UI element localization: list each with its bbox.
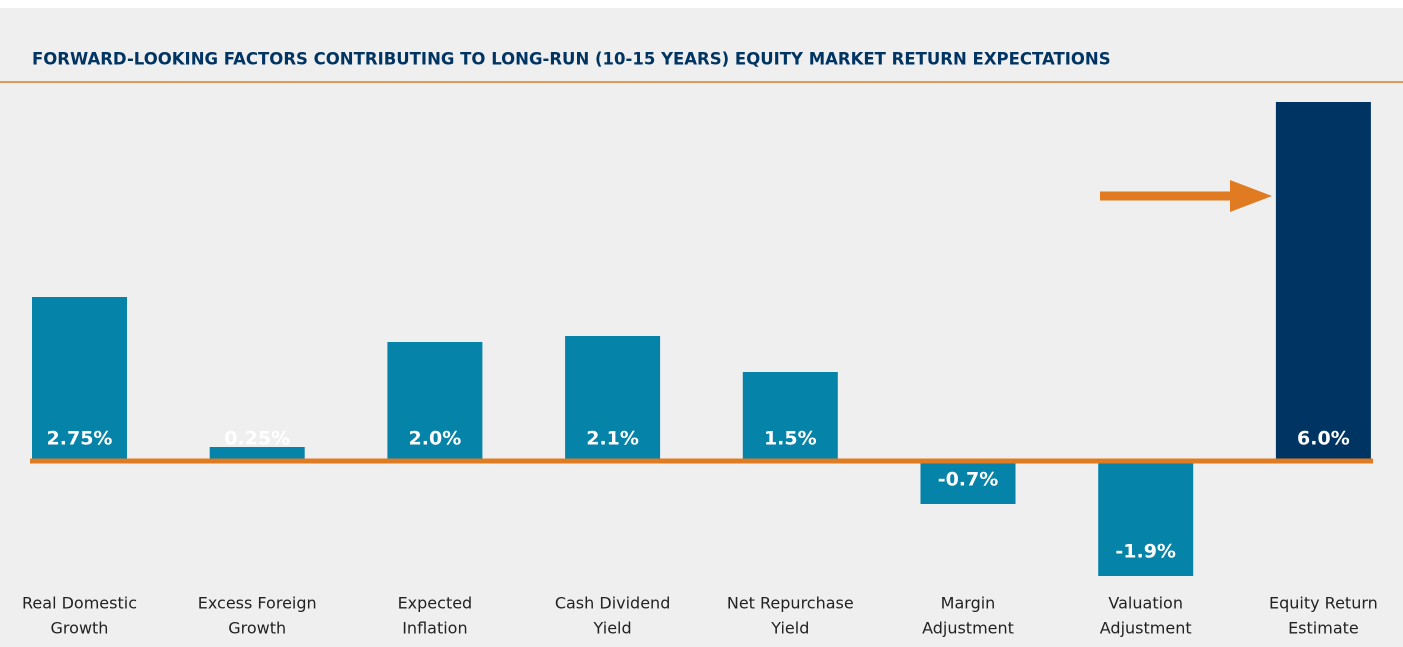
value-label: 2.0% [409, 428, 462, 450]
x-tick-label: Expected [398, 594, 473, 613]
x-tick-label: Yield [593, 619, 632, 638]
value-label: 6.0% [1297, 428, 1350, 450]
bar [920, 462, 1016, 504]
chart-title: FORWARD-LOOKING FACTORS CONTRIBUTING TO … [32, 50, 1111, 69]
bars: 2.75% 0.25% 2.0% 2.1% 1.5% -0.7% -1.9% 6.0% [32, 102, 1371, 576]
bar [1275, 102, 1371, 462]
x-tick-label: Cash Dividend [555, 594, 671, 613]
bar [565, 336, 661, 462]
bar [742, 372, 838, 462]
x-tick-label: Growth [51, 619, 109, 638]
x-tick-label: Equity Return [1269, 594, 1378, 613]
arrow-head [1230, 180, 1272, 212]
x-tick-label: Inflation [402, 619, 467, 638]
x-tick-label: Real Domestic [22, 594, 137, 613]
x-tick-label: Adjustment [922, 619, 1014, 638]
x-tick-label: Valuation [1108, 594, 1183, 613]
value-label: -1.9% [1115, 541, 1176, 563]
bar [387, 342, 483, 462]
arrow [1100, 180, 1272, 212]
value-label: -0.7% [938, 469, 999, 491]
x-tick-label: Margin [941, 594, 996, 613]
bar [32, 297, 127, 462]
value-label: 0.25% [224, 428, 290, 450]
x-tick-label: Excess Foreign [198, 594, 317, 613]
value-label: 2.75% [47, 428, 113, 450]
x-tick-label: Estimate [1288, 619, 1359, 638]
bar [1098, 462, 1194, 576]
value-label: 2.1% [586, 428, 639, 450]
x-tick-label: Growth [228, 619, 286, 638]
value-label: 1.5% [764, 428, 817, 450]
x-tick-label: Yield [770, 619, 809, 638]
x-tick-label: Adjustment [1100, 619, 1192, 638]
x-tick-label: Net Repurchase [727, 594, 854, 613]
bar [209, 447, 305, 462]
